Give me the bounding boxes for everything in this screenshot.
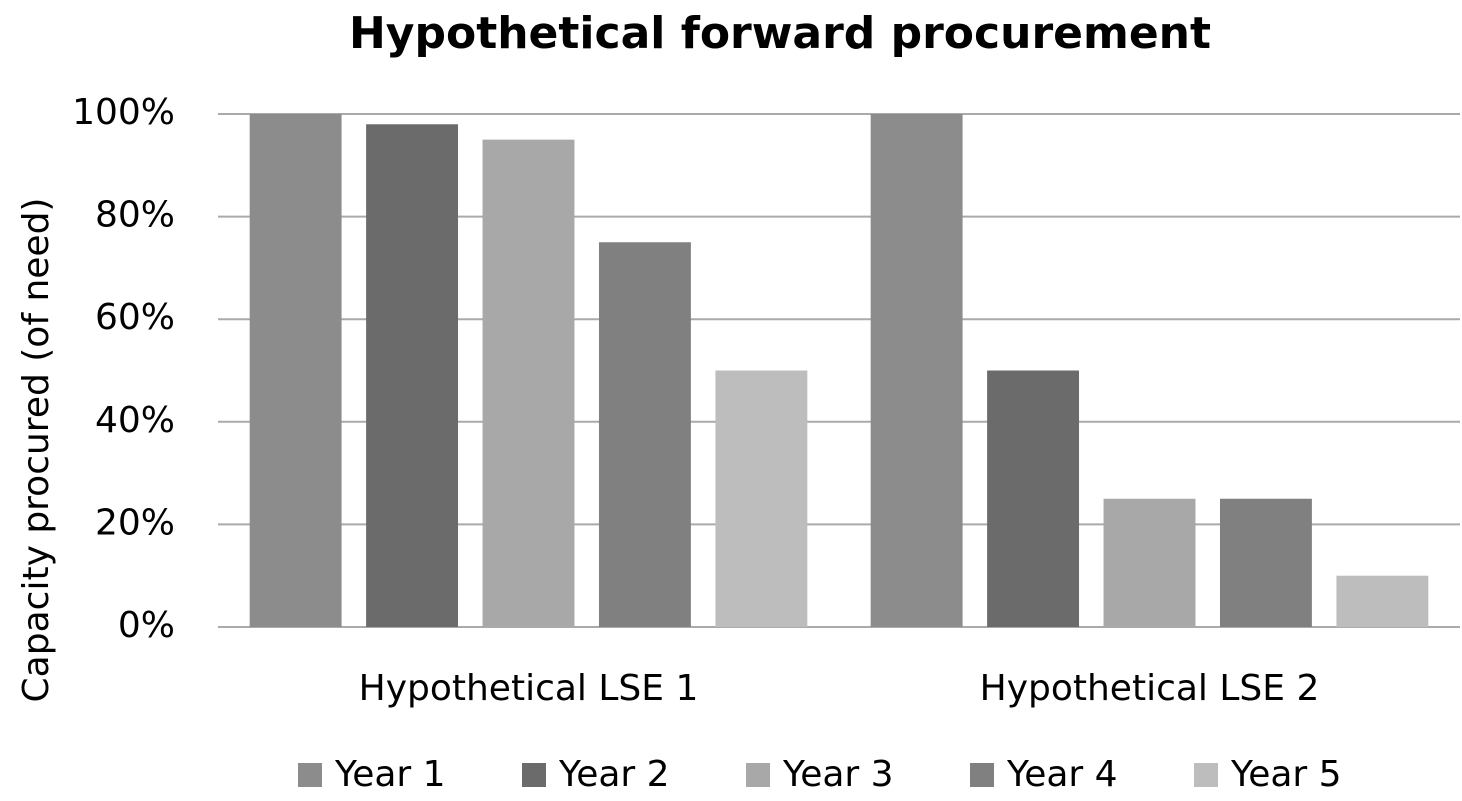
legend-label: Year 2 <box>558 754 670 795</box>
legend-label: Year 5 <box>1230 754 1342 795</box>
y-tick-label: 0% <box>118 605 175 646</box>
legend-label: Year 3 <box>782 754 894 795</box>
bar <box>987 370 1080 627</box>
bar <box>1336 575 1429 627</box>
bar <box>482 139 575 627</box>
y-tick-label: 40% <box>95 400 175 441</box>
legend-swatch <box>522 763 546 787</box>
legend-swatch <box>298 763 322 787</box>
x-tick-label: Hypothetical LSE 1 <box>359 668 699 709</box>
y-axis-label: Capacity procured (of need) <box>16 198 57 703</box>
bar <box>249 114 342 627</box>
bar <box>598 242 691 627</box>
bar <box>715 370 808 627</box>
y-tick-label: 100% <box>72 92 175 133</box>
legend-swatch <box>970 763 994 787</box>
y-tick-label: 60% <box>95 297 175 338</box>
bar <box>1103 498 1196 627</box>
x-tick-label: Hypothetical LSE 2 <box>980 668 1320 709</box>
y-tick-label: 80% <box>95 195 175 236</box>
y-tick-label: 20% <box>95 502 175 543</box>
legend-swatch <box>1194 763 1218 787</box>
bar <box>1219 498 1312 627</box>
bar <box>870 114 963 627</box>
chart-title: Hypothetical forward procurement <box>349 8 1211 59</box>
bar <box>366 124 459 627</box>
legend-swatch <box>746 763 770 787</box>
legend-label: Year 4 <box>1006 754 1118 795</box>
legend-label: Year 1 <box>334 754 446 795</box>
